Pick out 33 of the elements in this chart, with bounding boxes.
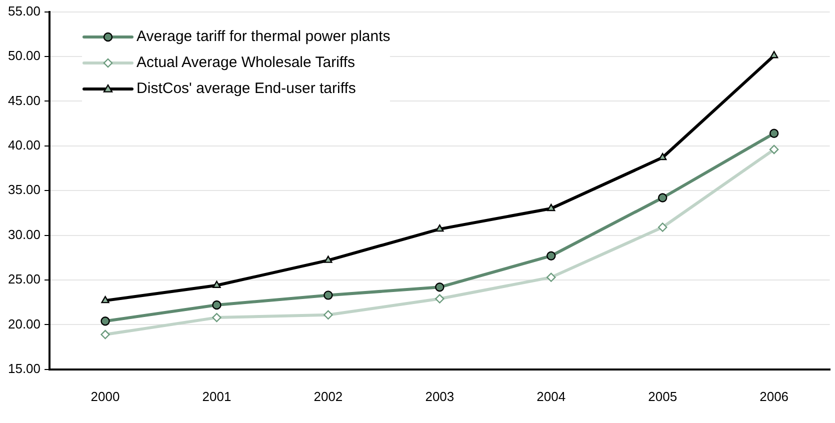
point bbox=[769, 128, 779, 138]
y-tick-label: 25.00 bbox=[8, 272, 41, 287]
point bbox=[324, 256, 332, 263]
point bbox=[324, 290, 333, 300]
point bbox=[547, 204, 556, 212]
point bbox=[100, 316, 110, 326]
point bbox=[770, 51, 778, 58]
x-tick-label: 2002 bbox=[314, 388, 343, 404]
y-tick-label: 40.00 bbox=[8, 137, 41, 152]
y-tick-label: 45.00 bbox=[8, 92, 41, 108]
point bbox=[212, 280, 221, 288]
x-tick-label: 2005 bbox=[648, 388, 678, 404]
y-tick-label: 15.00 bbox=[8, 360, 41, 376]
legend-label: Average tariff for thermal power plants bbox=[136, 28, 390, 46]
x-tick-label: 2004 bbox=[536, 388, 566, 404]
x-tick-label: 2003 bbox=[425, 388, 454, 404]
y-tick-label: 20.00 bbox=[8, 316, 41, 332]
y-tick-label: 50.00 bbox=[8, 48, 41, 64]
point bbox=[546, 251, 556, 260]
point bbox=[435, 282, 444, 292]
x-tick-label: 2006 bbox=[760, 388, 789, 404]
y-tick-label: 55.00 bbox=[8, 3, 41, 18]
x-tick-label: 2001 bbox=[202, 388, 232, 404]
point bbox=[101, 296, 110, 304]
point bbox=[212, 300, 222, 310]
x-tick-label: 2000 bbox=[90, 388, 120, 404]
point bbox=[658, 152, 667, 160]
y-tick-label: 35.00 bbox=[8, 182, 41, 198]
legend-label: DistCos' average End-user tariffs bbox=[136, 80, 356, 98]
y-tick-label: 30.00 bbox=[8, 226, 41, 242]
point bbox=[658, 193, 668, 202]
point bbox=[436, 224, 444, 232]
legend-label: Actual Average Wholesale Tariffs bbox=[136, 54, 355, 72]
